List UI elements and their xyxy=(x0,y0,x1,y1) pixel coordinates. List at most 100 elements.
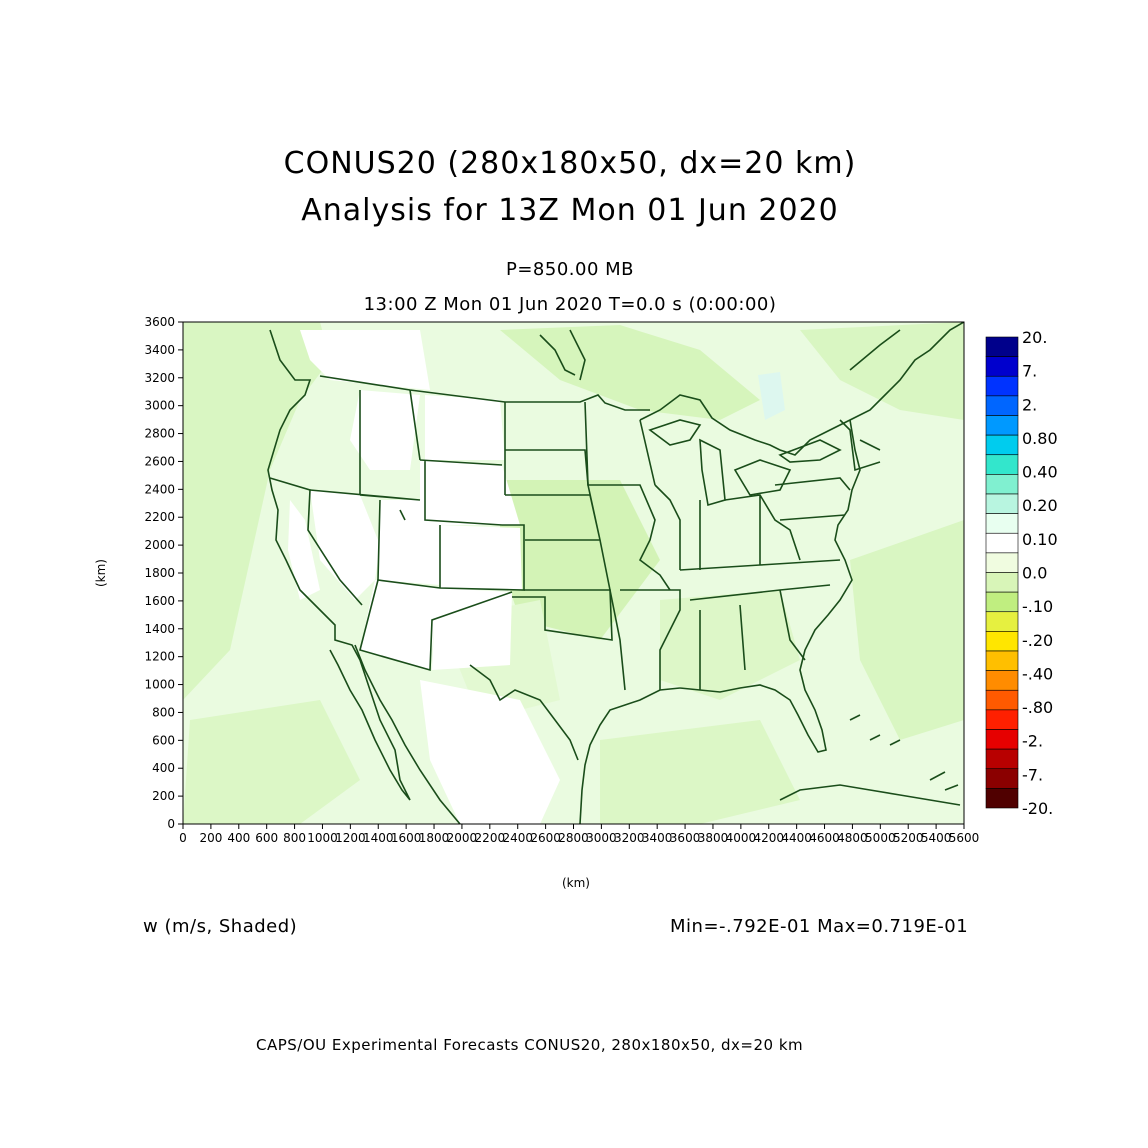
colorbar-swatch xyxy=(985,552,1019,573)
colorbar-label: 2. xyxy=(1022,395,1037,414)
y-tick-label: 1000 xyxy=(144,678,175,692)
colorbar-label: 7. xyxy=(1022,362,1037,381)
x-tick-label: 3600 xyxy=(670,831,701,845)
y-tick-label: 2800 xyxy=(144,427,175,441)
y-tick-label: 2400 xyxy=(144,482,175,496)
colorbar-label: 20. xyxy=(1022,328,1047,347)
x-tick-label: 5200 xyxy=(893,831,924,845)
y-tick-label: 3200 xyxy=(144,371,175,385)
x-tick-label: 2600 xyxy=(530,831,561,845)
x-tick-label: 800 xyxy=(283,831,306,845)
colorbar-swatch xyxy=(985,513,1019,534)
y-axis: 0 200 400 600 800 1000 1200 1400 1600 1800 2000 220… xyxy=(144,315,183,831)
x-tick-label: 4000 xyxy=(726,831,757,845)
y-tick-label: 1200 xyxy=(144,650,175,664)
x-tick-label: 1000 xyxy=(307,831,338,845)
x-tick-label: 3200 xyxy=(614,831,645,845)
colorbar-label: 0.0 xyxy=(1022,564,1047,583)
colorbar-label: -.40 xyxy=(1022,664,1053,683)
colorbar-swatch xyxy=(985,689,1019,711)
colorbar-label: 0.80 xyxy=(1022,429,1058,448)
x-tick-label: 600 xyxy=(255,831,278,845)
x-tick-label: 4800 xyxy=(837,831,868,845)
valid-time: 13:00 Z Mon 01 Jun 2020 T=0.0 s (0:00:00… xyxy=(363,294,777,315)
colorbar-swatch xyxy=(985,434,1019,456)
y-tick-label: 3000 xyxy=(144,399,175,413)
x-tick-label: 400 xyxy=(227,831,250,845)
min-max: Min=-.792E-01 Max=0.719E-01 xyxy=(670,916,969,937)
x-tick-label: 2200 xyxy=(475,831,506,845)
colorbar-label: -.10 xyxy=(1022,597,1053,616)
x-tick-label: 2400 xyxy=(502,831,533,845)
x-tick-label: 3000 xyxy=(586,831,617,845)
x-tick-label: 2800 xyxy=(558,831,589,845)
y-tick-label: 200 xyxy=(152,789,175,803)
x-tick-label: 3400 xyxy=(642,831,673,845)
x-axis: 0 200 400 600 800 100012001400160018002000220… xyxy=(179,824,979,845)
pressure-level: P=850.00 MB xyxy=(505,259,635,280)
colorbar-swatch xyxy=(985,729,1019,750)
y-tick-label: 800 xyxy=(152,705,175,719)
x-tick-label: 1600 xyxy=(391,831,422,845)
title-line-2: Analysis for 13Z Mon 01 Jun 2020 xyxy=(301,193,839,228)
colorbar-swatch xyxy=(985,591,1019,613)
y-tick-label: 3600 xyxy=(144,315,175,329)
colorbar-swatch xyxy=(985,748,1019,770)
y-tick-label: 1600 xyxy=(144,594,175,608)
x-tick-label: 3800 xyxy=(698,831,729,845)
colorbar-label: -7. xyxy=(1022,765,1043,784)
w-field-shading xyxy=(183,322,964,824)
colorbar-swatch xyxy=(985,788,1019,809)
title-line-1: CONUS20 (280x180x50, dx=20 km) xyxy=(283,146,857,181)
colorbar-label: 0.20 xyxy=(1022,496,1058,515)
y-tick-label: 0 xyxy=(167,817,175,831)
colorbar-swatch xyxy=(985,670,1019,691)
colorbar-swatch xyxy=(985,709,1019,730)
y-tick-label: 600 xyxy=(152,733,175,747)
y-tick-label: 2600 xyxy=(144,454,175,468)
colorbar-swatch xyxy=(985,415,1019,436)
y-tick-label: 400 xyxy=(152,761,175,775)
x-tick-label: 4400 xyxy=(781,831,812,845)
colorbar-label: -.20 xyxy=(1022,631,1053,650)
y-tick-label: 1400 xyxy=(144,622,175,636)
x-axis-label: (km) xyxy=(562,876,590,890)
colorbar-swatch xyxy=(985,395,1019,416)
colorbar-swatch xyxy=(985,454,1019,475)
x-tick-label: 1400 xyxy=(363,831,394,845)
colorbar-label: 0.40 xyxy=(1022,463,1058,482)
x-tick-label: 5000 xyxy=(865,831,896,845)
colorbar: 20. 7. 2. 0.80 0.40 0.20 0.10 0.0 -.10 -.20 -.40 -.… xyxy=(985,328,1058,818)
x-tick-label: 200 xyxy=(199,831,222,845)
colorbar-swatch xyxy=(985,356,1019,377)
y-tick-label: 3400 xyxy=(144,343,175,357)
x-tick-label: 5400 xyxy=(921,831,952,845)
colorbar-swatch xyxy=(985,493,1019,514)
colorbar-swatch xyxy=(985,572,1019,593)
y-tick-label: 2200 xyxy=(144,510,175,524)
colorbar-swatch xyxy=(985,631,1019,652)
colorbar-label: -2. xyxy=(1022,732,1043,751)
x-tick-label: 5600 xyxy=(949,831,980,845)
field-label: w (m/s, Shaded) xyxy=(143,916,298,937)
colorbar-label: -20. xyxy=(1022,799,1053,818)
colorbar-label: 0.10 xyxy=(1022,530,1058,549)
colorbar-swatch xyxy=(985,650,1019,671)
x-tick-label: 4600 xyxy=(809,831,840,845)
colorbar-swatch xyxy=(985,474,1019,495)
x-tick-label: 0 xyxy=(179,831,187,845)
footer: CAPS/OU Experimental Forecasts CONUS20, … xyxy=(256,1036,804,1054)
y-tick-label: 2000 xyxy=(144,538,175,552)
x-tick-label: 1200 xyxy=(335,831,366,845)
y-tick-label: 1800 xyxy=(144,566,175,580)
x-tick-label: 4200 xyxy=(753,831,784,845)
colorbar-swatch xyxy=(985,611,1019,632)
colorbar-swatch xyxy=(985,532,1019,554)
y-axis-label: (km) xyxy=(94,559,108,587)
colorbar-swatch xyxy=(985,375,1019,397)
x-tick-label: 2000 xyxy=(447,831,478,845)
colorbar-swatch xyxy=(985,768,1019,789)
colorbar-label: -.80 xyxy=(1022,698,1053,717)
x-tick-label: 1800 xyxy=(419,831,450,845)
